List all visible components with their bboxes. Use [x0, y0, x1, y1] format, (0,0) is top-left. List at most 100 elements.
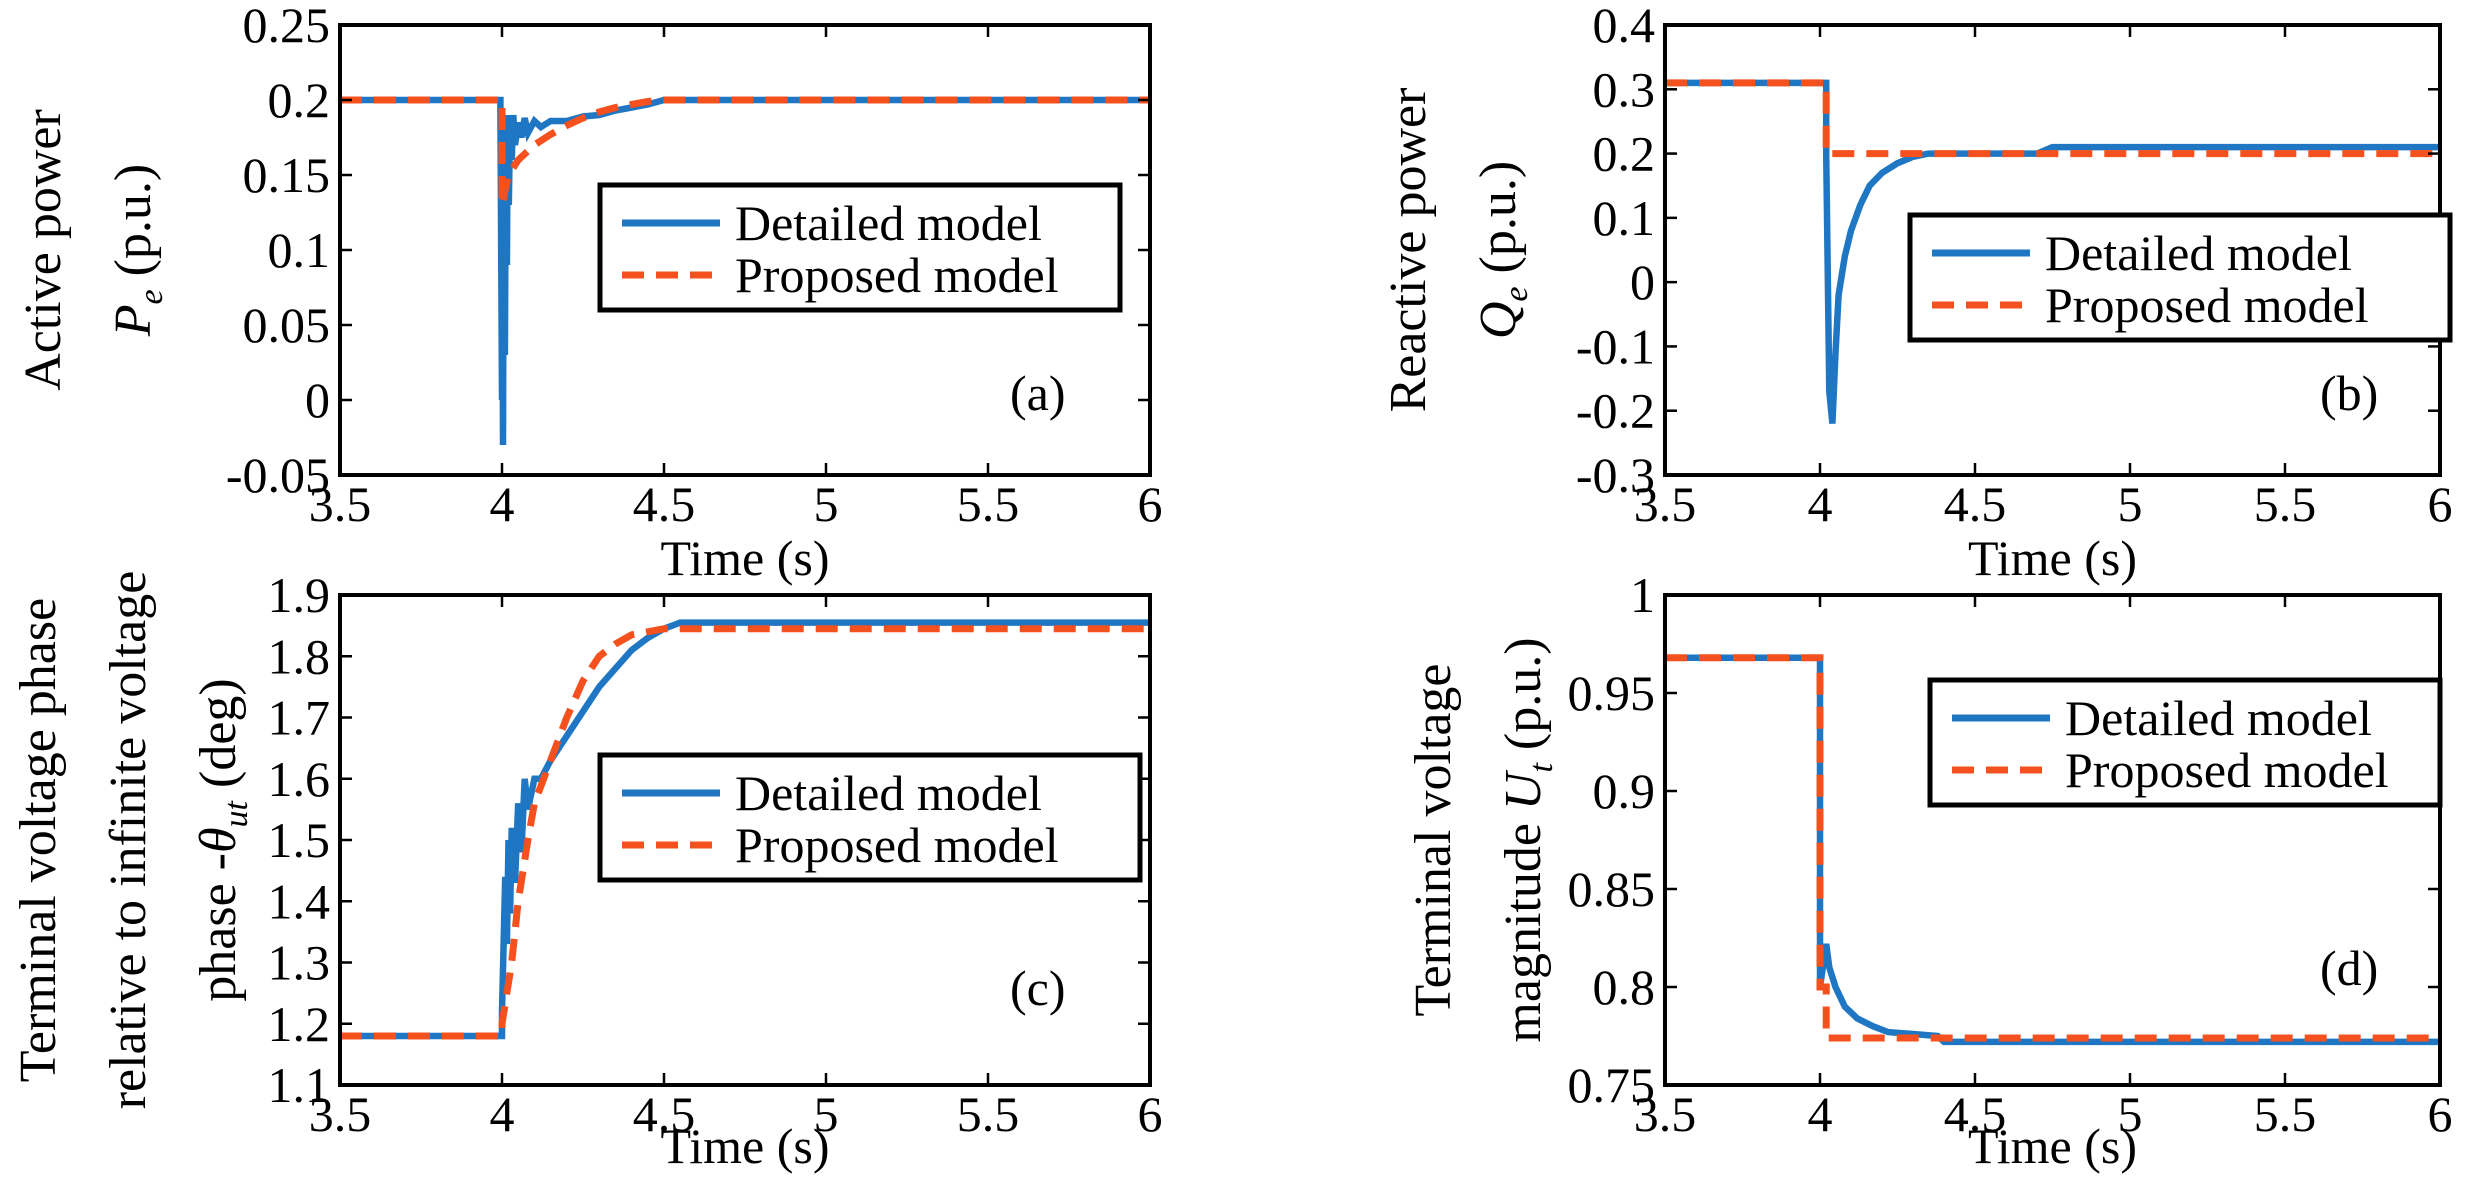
- x-tick-label: 3.5: [309, 1086, 372, 1142]
- y-label-subscript: ut: [218, 799, 255, 827]
- x-tick-label: 5.5: [957, 1086, 1020, 1142]
- panel-label: (c): [1010, 960, 1066, 1016]
- x-tick-label: 4.5: [633, 476, 696, 532]
- y-tick-label: 0: [1630, 254, 1655, 310]
- y-tick-label: 0.25: [243, 0, 331, 53]
- legend-box: [597, 752, 1143, 883]
- legend-label: Proposed model: [2045, 277, 2369, 333]
- panel-b: 3.5 4 4.5 5 5.5 6 -0.3 -0.2 -0.1 0 0.1 0.2 0.3 0.4 Tim…: [1380, 0, 2453, 586]
- legend-label: Detailed model: [2045, 225, 2352, 281]
- x-axis-label: Time (s): [1968, 530, 2137, 586]
- y-label-symbol: P: [105, 304, 162, 337]
- x-tick-label: 3.5: [1634, 1086, 1697, 1142]
- legend-label: Proposed model: [735, 247, 1059, 303]
- y-label-subscript: t: [1523, 762, 1560, 773]
- x-tick-label: 4.5: [1944, 1086, 2007, 1142]
- y-label-prefix: magnitude: [1495, 810, 1552, 1043]
- x-axis-label: Time (s): [1968, 1118, 2137, 1174]
- y-tick-label: 1: [1630, 567, 1655, 623]
- series-line-proposed: [1665, 79, 2440, 158]
- y-tick-label: 1.8: [268, 628, 331, 684]
- y-tick-label: -0.1: [1576, 318, 1655, 374]
- x-tick-label: 4: [1808, 476, 1833, 532]
- x-tick-label: 6: [2428, 1086, 2453, 1142]
- y-tick-label: 0.85: [1568, 861, 1656, 917]
- panel-label: (d): [2320, 940, 2378, 996]
- y-tick-label: 0.9: [1593, 763, 1656, 819]
- y-tick-label: 0.3: [1593, 61, 1656, 117]
- y-tick-label: 0.75: [1568, 1057, 1656, 1113]
- y-label-symbol: U: [1495, 769, 1552, 810]
- y-label-subscript: e: [1498, 286, 1535, 301]
- series-line-proposed: [340, 96, 1150, 206]
- y-tick-label: 0.05: [243, 297, 331, 353]
- y-label-unit: (p.u.): [1470, 161, 1527, 287]
- y-tick-label: 1.7: [268, 690, 331, 746]
- y-tick-label: 0.15: [243, 147, 331, 203]
- x-tick-label: 5: [2118, 1086, 2143, 1142]
- y-tick-label: 0.1: [1593, 190, 1656, 246]
- y-tick-label: 1.6: [268, 751, 331, 807]
- x-tick-label: 5: [2118, 476, 2143, 532]
- legend-box: [1927, 677, 2443, 808]
- y-label-unit: (p.u.): [1495, 637, 1552, 763]
- y-label-symbol: Q: [1470, 302, 1527, 340]
- series-line-detailed: [340, 619, 1150, 1040]
- panel-c: 3.5 4 4.5 5 5.5 6 1.11.21.3 1.41.51.61.7 1.81.9 T…: [10, 567, 1163, 1174]
- legend-label: Detailed model: [735, 195, 1042, 251]
- y-tick-label: 0.2: [268, 72, 331, 128]
- x-tick-label: 6: [1138, 1086, 1163, 1142]
- y-tick-label: 0: [305, 372, 330, 428]
- y-tick-label: 1.5: [268, 812, 331, 868]
- x-tick-label: 6: [2428, 476, 2453, 532]
- panel-label: (a): [1010, 365, 1066, 421]
- y-tick-label: 0.2: [1593, 126, 1656, 182]
- x-tick-label: 4.5: [633, 1086, 696, 1142]
- x-tick-label: 4.5: [1944, 476, 2007, 532]
- y-label-prefix: phase -: [190, 853, 247, 1002]
- y-axis-label-symbol: magnitude Ut (p.u.): [1495, 637, 1560, 1042]
- y-label-subscript: e: [133, 289, 170, 304]
- axis-frame: [1663, 593, 2442, 1087]
- y-label-symbol: θ: [190, 827, 247, 853]
- y-axis-label-symbol: Pe (p.u.): [105, 164, 170, 338]
- x-tick-label: 5.5: [957, 476, 1020, 532]
- x-tick-label: 4: [1808, 1086, 1833, 1142]
- y-tick-label: 0.95: [1568, 665, 1656, 721]
- y-tick-label: 1.2: [268, 996, 331, 1052]
- panel-d: 3.5 4 4.5 5 5.5 6 0.75 0.8 0.85 0.9 0.95 1 Time (s) T…: [1405, 567, 2453, 1174]
- y-axis-label-line: relative to infinite voltage: [100, 571, 157, 1110]
- series-line-proposed: [1665, 654, 2440, 1042]
- y-tick-label: -0.2: [1576, 383, 1655, 439]
- y-label-unit: (p.u.): [105, 164, 162, 290]
- y-tick-label: 1.9: [268, 567, 331, 623]
- y-tick-label: 0.8: [1593, 959, 1656, 1015]
- y-axis-label-symbol: Qe (p.u.): [1470, 161, 1535, 339]
- y-axis-label-line: Terminal voltage: [1405, 663, 1462, 1016]
- y-tick-label: 1.4: [268, 873, 331, 929]
- y-tick-label: 1.1: [268, 1057, 331, 1113]
- x-tick-label: 3.5: [1634, 476, 1697, 532]
- y-tick-label: -0.05: [226, 447, 330, 503]
- x-tick-label: 5.5: [2254, 476, 2317, 532]
- x-axis-label: Time (s): [660, 530, 829, 586]
- x-tick-label: 6: [1138, 476, 1163, 532]
- legend-label: Detailed model: [735, 765, 1042, 821]
- legend-label: Detailed model: [2065, 690, 2372, 746]
- y-axis-label-line: Terminal voltage phase: [10, 598, 67, 1082]
- y-tick-label: 0.4: [1593, 0, 1656, 53]
- legend-box: [1907, 212, 2453, 343]
- x-tick-label: 5: [814, 1086, 839, 1142]
- y-axis-label-line: Reactive power: [1380, 88, 1437, 413]
- legend-box: [597, 182, 1123, 313]
- x-axis-label: Time (s): [660, 1118, 829, 1174]
- legend-label: Proposed model: [2065, 742, 2389, 798]
- y-axis-label-symbol: phase -θut (deg): [190, 678, 255, 1001]
- legend-label: Proposed model: [735, 817, 1059, 873]
- y-label-unit: (deg): [190, 678, 247, 801]
- x-tick-label: 5.5: [2254, 1086, 2317, 1142]
- x-tick-label: 3.5: [309, 476, 372, 532]
- y-tick-label: 1.3: [268, 935, 331, 991]
- x-tick-label: 5: [814, 476, 839, 532]
